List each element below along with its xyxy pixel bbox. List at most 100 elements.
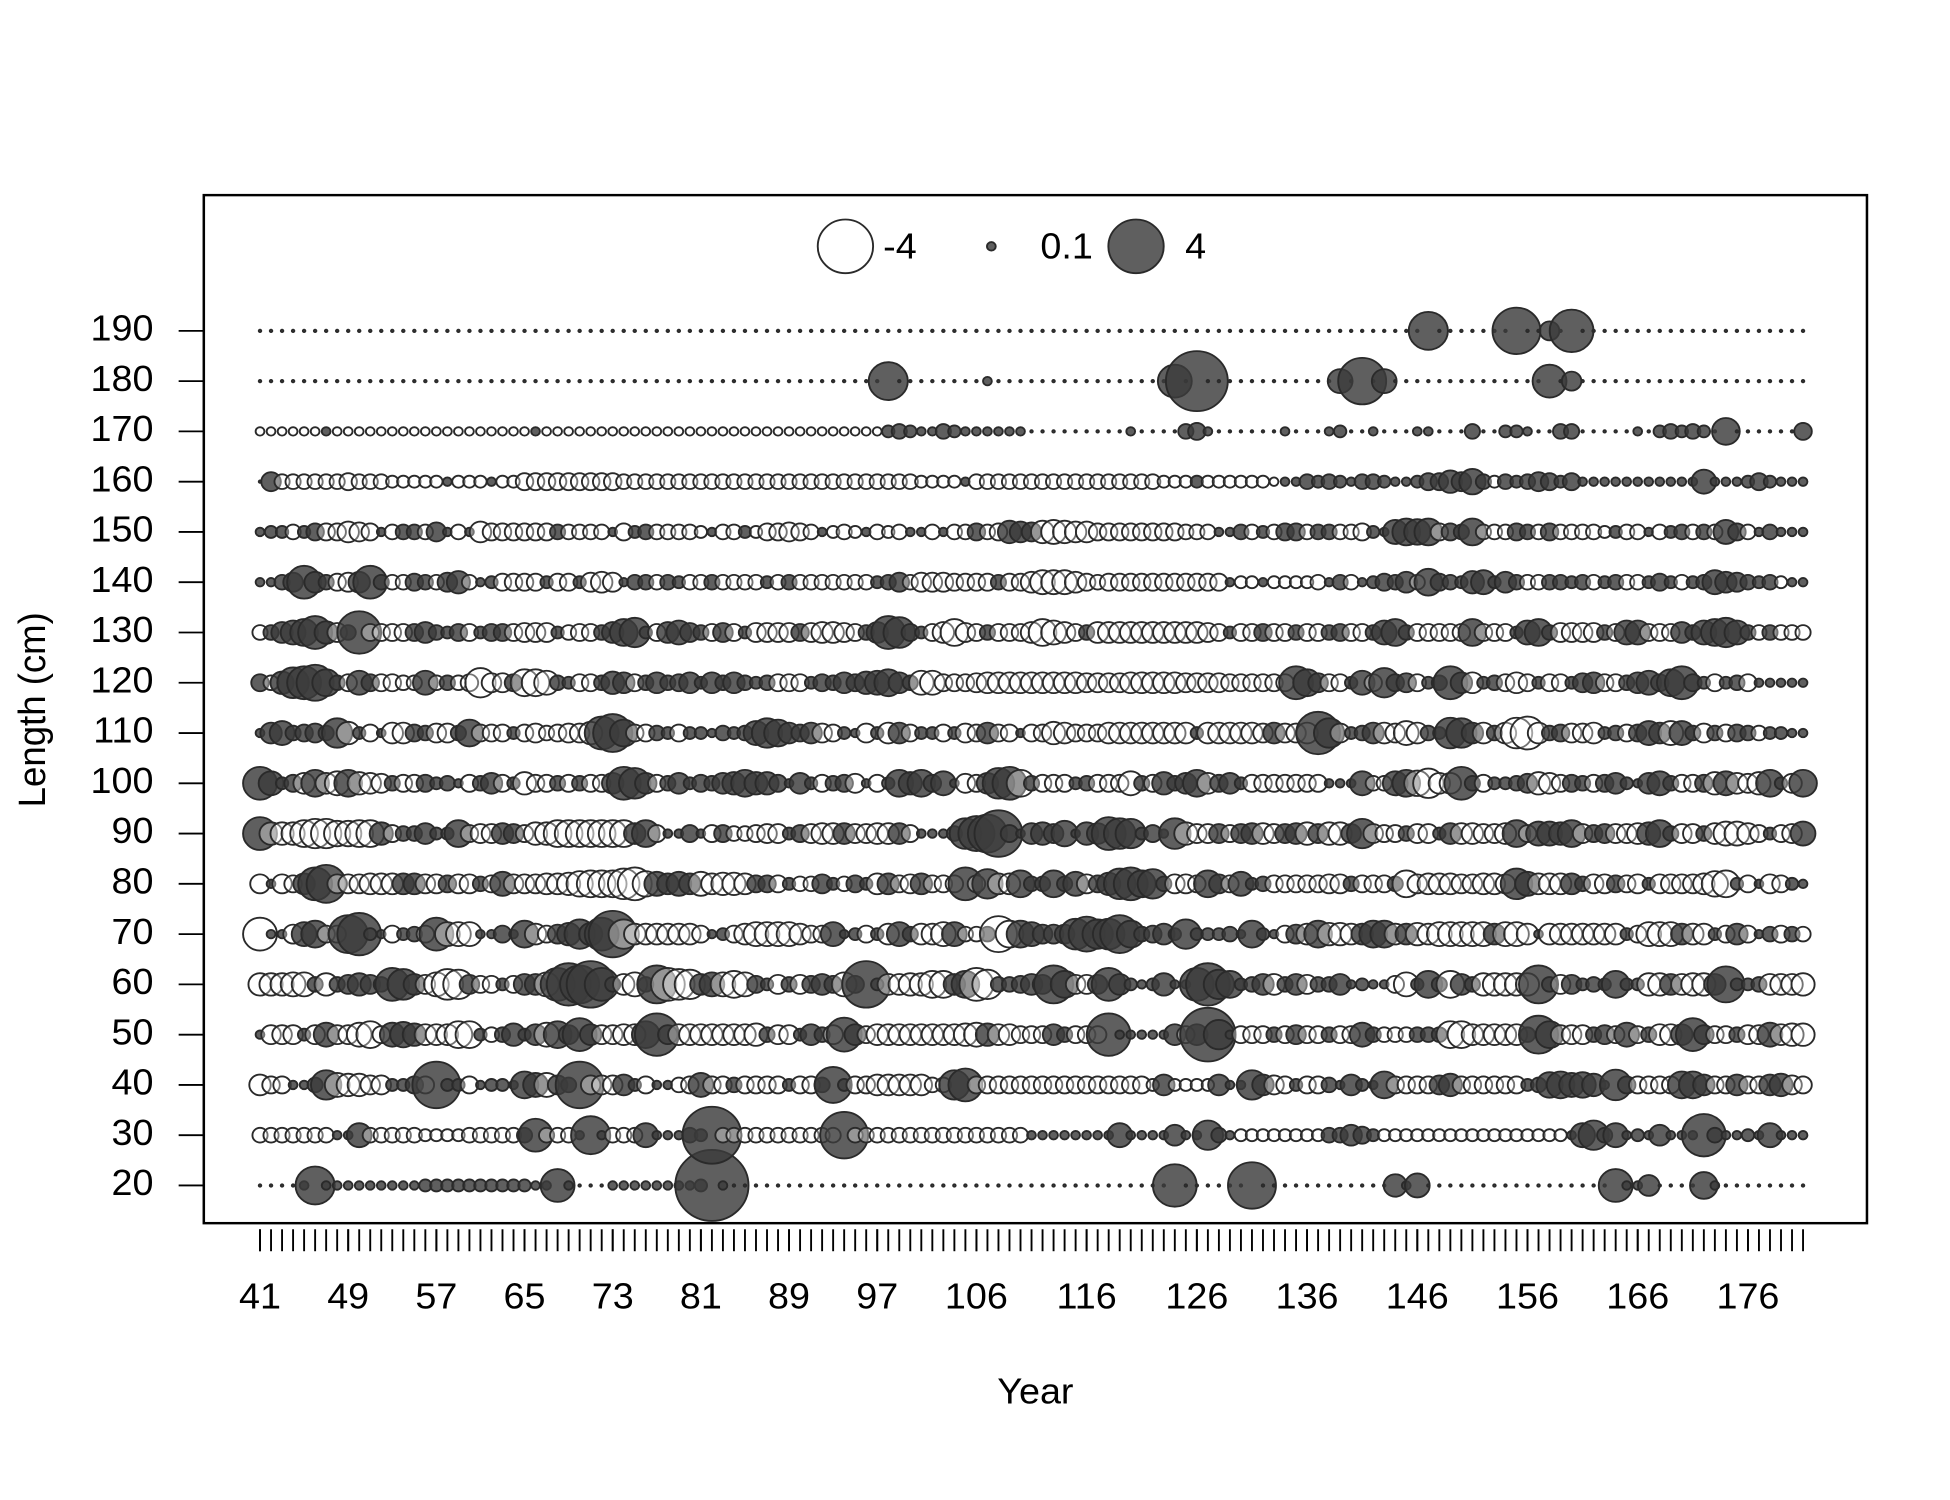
bubble [1629,523,1647,541]
bubble [1411,426,1423,437]
bubble [254,526,266,538]
bubble [257,1183,263,1188]
bubble [1224,1130,1236,1141]
bubble [1348,1183,1354,1188]
bubble [993,426,1004,437]
bubble [390,378,395,384]
bubble [599,328,604,333]
bubble [764,328,770,333]
bubble [889,874,909,894]
bubble [1657,378,1662,384]
bubble [1366,525,1381,539]
bubble [1580,429,1585,434]
bubble [440,1128,455,1143]
bubble [588,1183,593,1188]
bubble [1786,476,1798,487]
bubble [1481,1183,1486,1188]
bubble [1161,328,1166,333]
bubble [323,378,329,384]
bubble [469,823,492,844]
bubble [1599,476,1610,487]
bubble [566,378,571,384]
bubble [797,328,803,333]
bubble [1081,1130,1092,1141]
x-tick-label: 166 [1606,1275,1669,1316]
bubble [1534,1020,1565,1049]
bubble [618,426,630,437]
bubble [337,1024,359,1046]
bubble [1125,426,1137,437]
bubble [579,1074,602,1096]
bubble [310,1069,343,1101]
bubble [555,328,560,333]
bubble [834,773,854,793]
bubble [1553,1128,1568,1143]
bubble [1460,822,1485,845]
bubble [1150,328,1155,333]
bubble [941,378,946,384]
x-tick-label: 146 [1386,1275,1449,1316]
bubble [1326,328,1332,333]
bubble [530,426,541,437]
bubble [1646,378,1651,384]
bubble [408,426,420,437]
bubble [1790,1022,1816,1047]
bubble [425,722,448,744]
bubble [1454,1128,1469,1143]
bubble [1370,1183,1376,1188]
bubble [698,971,726,998]
bubble [544,328,549,333]
bubble [982,375,993,387]
bubble [331,1180,343,1191]
bubble [364,1180,376,1191]
plot-frame [202,193,1869,1225]
bubble [709,328,715,333]
bubble [1756,429,1762,434]
bubble [299,817,332,850]
bubble [1318,873,1340,895]
bubble [753,1183,759,1188]
bubble [1227,378,1233,384]
bubble [897,328,902,333]
bubble [1224,577,1236,588]
bubble [1315,1183,1321,1188]
bubble [364,426,376,437]
bubble [323,819,352,848]
bubble [248,1073,272,1097]
bubble [1426,1183,1431,1188]
bubble [1385,974,1405,994]
bubble [687,328,693,333]
bubble [586,819,617,848]
bubble [1797,577,1809,588]
bubble [947,474,962,489]
bubble [996,1183,1001,1188]
bubble [1399,1128,1414,1143]
bubble [1095,328,1100,333]
bubble [640,426,652,437]
bubble [1700,870,1729,898]
bubble [1773,776,1789,791]
bubble [1660,873,1682,895]
bubble [871,426,883,437]
bubble [429,1128,444,1143]
bubble [1334,778,1346,789]
bubble [1155,875,1173,893]
bubble [497,426,508,437]
y-tick-label: 100 [91,759,154,800]
bubble [706,426,718,437]
bubble [1492,378,1497,384]
bubble [1520,1128,1535,1143]
bubble [1602,429,1607,434]
bubble [1393,429,1398,434]
bubble [1768,1072,1794,1098]
x-tick-label: 57 [415,1275,457,1316]
bubble [1257,577,1269,588]
bubble [386,426,398,437]
bubble [1205,328,1211,333]
bubble [1767,1183,1773,1188]
bubble [1147,1029,1159,1040]
bubble [301,328,307,333]
bubble [1518,964,1560,1005]
bubble [1136,1130,1148,1141]
bubble [1745,328,1751,333]
